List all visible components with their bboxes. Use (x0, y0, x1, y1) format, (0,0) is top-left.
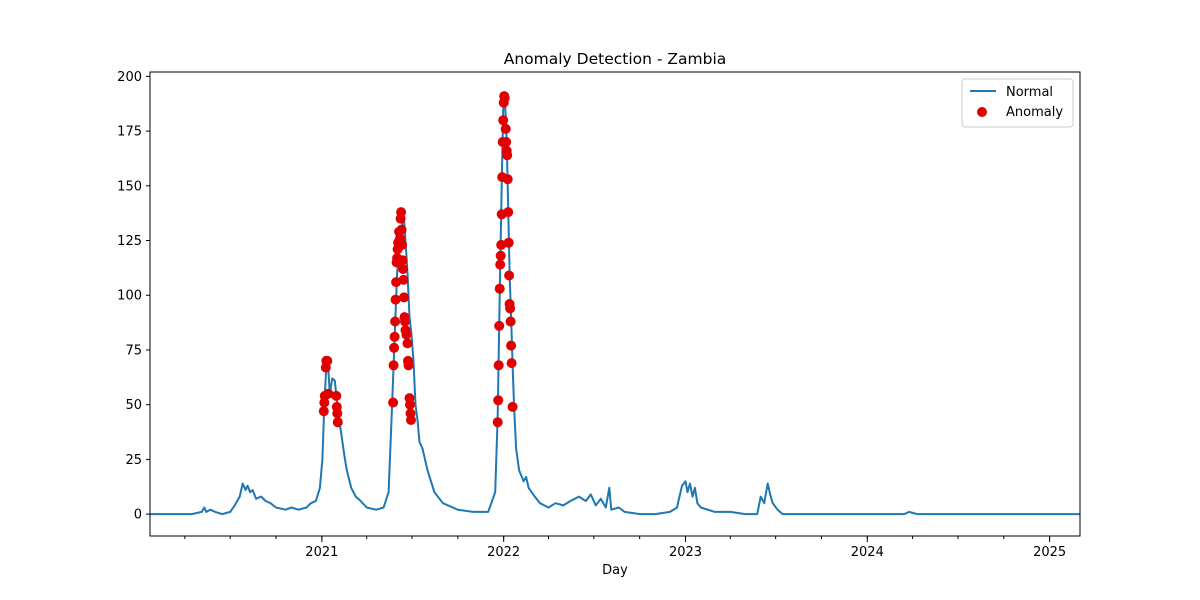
plot-frame (149, 71, 1081, 537)
anomaly-point (388, 360, 399, 371)
y-tick-label: 150 (117, 179, 142, 194)
plot-layer (150, 91, 1080, 516)
anomaly-point (396, 224, 407, 235)
anomaly-point (401, 329, 412, 340)
legend: Normal Anomaly (961, 78, 1074, 128)
anomaly-point (402, 338, 413, 349)
anomaly-point (389, 331, 400, 342)
anomaly-point (323, 388, 334, 399)
legend-label-anomaly: Anomaly (1006, 105, 1063, 120)
x-tick-label: 2025 (1033, 545, 1066, 560)
anomaly-point (496, 239, 507, 250)
anomaly-point (493, 395, 504, 406)
anomaly-point (499, 93, 510, 104)
y-tick-label: 0 (134, 508, 142, 523)
anomaly-point (498, 115, 509, 126)
axis-layer: 0 25 50 75 100 125 150 175 200 2021 2022 2023 2024 20… (117, 70, 1081, 560)
anomaly-point (400, 316, 410, 327)
anomaly-point (396, 207, 407, 218)
x-tick-label: 2022 (487, 545, 520, 560)
anomaly-point (398, 274, 409, 285)
y-tick-label: 200 (117, 70, 142, 85)
anomaly-point (506, 340, 517, 351)
anomaly-point (405, 399, 415, 410)
y-tick-label: 100 (117, 289, 142, 304)
anomaly-point (501, 137, 512, 147)
legend-label-normal: Normal (1006, 85, 1053, 100)
chart-title: Anomaly Detection - Zambia (504, 50, 727, 68)
anomaly-point (389, 342, 400, 353)
anomaly-point (507, 401, 518, 412)
anomaly-point (503, 207, 514, 218)
y-tick-label: 25 (125, 453, 142, 468)
anomaly-point (390, 316, 401, 327)
x-tick-label: 2024 (851, 545, 884, 560)
y-tick-label: 175 (117, 125, 142, 140)
anomaly-point (502, 150, 513, 161)
anomaly-point (318, 406, 329, 417)
anomaly-point (388, 397, 399, 408)
anomaly-point (331, 390, 342, 401)
anomaly-point (493, 360, 504, 371)
anomaly-point (398, 264, 408, 274)
anomaly-point (500, 123, 511, 134)
anomaly-point (505, 316, 516, 327)
y-tick-label: 75 (125, 343, 142, 358)
anomaly-point (504, 270, 515, 281)
anomaly-point (397, 239, 408, 250)
series-line-normal (150, 92, 1080, 516)
anomaly-point (494, 283, 505, 294)
anomaly-point (403, 360, 414, 371)
anomaly-point (492, 417, 503, 428)
x-tick-label: 2023 (669, 545, 702, 560)
legend-dot-marker (977, 107, 987, 117)
x-tick-label: 2021 (305, 545, 338, 560)
anomaly-point (322, 355, 333, 366)
anomaly-point (406, 415, 416, 425)
anomaly-point (506, 358, 517, 369)
anomaly-point (495, 250, 506, 261)
anomaly-point (505, 303, 516, 314)
anomaly-point (503, 237, 514, 248)
anomaly-point (332, 417, 343, 428)
anomaly-point (397, 255, 408, 266)
x-axis-label: Day (602, 563, 628, 578)
y-tick-label: 50 (125, 398, 142, 413)
anomaly-point (502, 174, 513, 185)
anomaly-point (399, 292, 409, 303)
anomaly-point (332, 408, 343, 419)
y-tick-label: 125 (117, 234, 142, 249)
anomaly-point (494, 320, 505, 331)
anomaly-point (495, 259, 506, 270)
anomaly-point (390, 294, 401, 305)
